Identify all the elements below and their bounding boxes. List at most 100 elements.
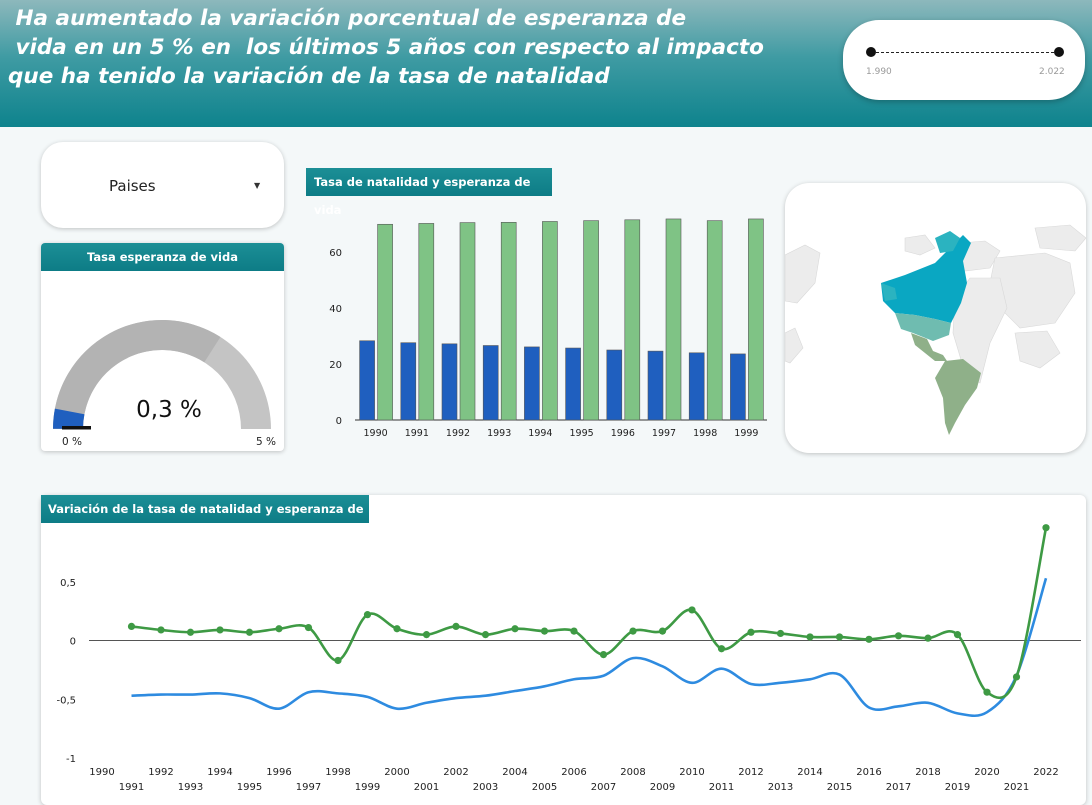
- gauge-value: 0,3 %: [136, 397, 202, 423]
- x-tick-label: 2018: [915, 767, 940, 778]
- line-chart-card: Variación de la tasa de natalidad y espe…: [41, 495, 1086, 805]
- y-tick-label: 0,5: [60, 578, 76, 589]
- bar: [730, 353, 746, 421]
- year-range-slider[interactable]: 1.990 2.022: [843, 20, 1085, 100]
- x-tick-label: 2015: [827, 782, 852, 793]
- gauge-svg: 0,3 % 0 % 5 %: [53, 320, 276, 448]
- x-tick-label: 2006: [561, 767, 586, 778]
- data-point: [304, 623, 313, 632]
- data-point: [245, 628, 254, 636]
- x-tick-label: 2022: [1033, 767, 1058, 778]
- data-point: [924, 634, 932, 642]
- bar: [400, 342, 417, 421]
- bar: [748, 218, 764, 421]
- data-point: [275, 625, 283, 633]
- bar: [688, 352, 705, 421]
- data-point: [658, 627, 667, 635]
- gauge-card: Tasa esperanza de vida 0,3 % 0 % 5 %: [41, 243, 284, 451]
- x-tick-label: 1994: [528, 428, 552, 439]
- data-point: [452, 622, 460, 630]
- bar: [665, 218, 682, 421]
- x-tick-label: 2004: [502, 767, 527, 778]
- data-point: [747, 628, 755, 636]
- data-point: [953, 631, 962, 639]
- country-filter-label: Paises: [109, 177, 156, 195]
- x-tick-label: 1990: [89, 767, 114, 778]
- x-tick-label: 1995: [570, 428, 594, 439]
- bar: [524, 346, 540, 421]
- x-tick-label: 1990: [364, 428, 388, 439]
- data-point: [127, 622, 136, 630]
- x-tick-label: 1998: [693, 428, 717, 439]
- x-tick-label: 2012: [738, 767, 763, 778]
- gauge-baseline: [62, 426, 91, 430]
- gauge-min-label: 0 %: [62, 436, 82, 448]
- data-point: [511, 625, 519, 633]
- x-tick-label: 1999: [734, 428, 758, 439]
- x-tick-label: 2010: [679, 767, 704, 778]
- bar: [565, 347, 581, 421]
- bar-chart: 0 20 40 60 1990 1991 1992 1993 1994 1995 1996 1997 1…: [329, 218, 767, 439]
- x-tick-label: 1992: [446, 428, 470, 439]
- data-point: [157, 626, 165, 634]
- range-start-handle[interactable]: [866, 47, 876, 57]
- data-point: [835, 633, 844, 641]
- data-point: [806, 633, 814, 641]
- line-chart-title: Variación de la tasa de natalidad y espe…: [41, 495, 369, 544]
- bar-chart-title: Tasa de natalidad y esperanza de vida: [306, 168, 552, 217]
- y-tick-label: -1: [66, 754, 76, 765]
- range-min-label: 1.990: [866, 67, 892, 77]
- x-tick-label: 2007: [591, 782, 616, 793]
- data-point: [186, 628, 195, 636]
- x-tick-label: 1996: [611, 428, 635, 439]
- bar: [606, 349, 623, 421]
- headline: Ha aumentado la variación porcentual de …: [8, 6, 764, 89]
- x-tick-label: 2021: [1004, 782, 1029, 793]
- series-line: [131, 527, 1048, 699]
- data-point: [570, 627, 578, 635]
- gauge-max-label: 5 %: [256, 436, 276, 448]
- x-tick-label: 2019: [945, 782, 970, 793]
- x-tick-label: 2009: [650, 782, 675, 793]
- data-point: [481, 631, 490, 639]
- bar: [377, 223, 393, 421]
- y-tick-label: 20: [329, 360, 342, 371]
- data-point: [629, 627, 637, 635]
- x-tick-label: 1993: [487, 428, 511, 439]
- x-tick-label: 2017: [886, 782, 911, 793]
- range-end-handle[interactable]: [1054, 47, 1064, 57]
- world-map[interactable]: [785, 183, 1086, 453]
- bar: [706, 220, 723, 421]
- y-tick-label: 40: [329, 304, 342, 315]
- range-track[interactable]: [871, 52, 1059, 53]
- x-tick-label: 2020: [974, 767, 999, 778]
- data-point: [1042, 524, 1050, 532]
- gauge-fill: [53, 320, 221, 429]
- y-tick-label: 0: [336, 416, 342, 427]
- x-tick-label: 1998: [325, 767, 350, 778]
- series-line: [131, 577, 1048, 718]
- x-tick-label: 1995: [237, 782, 262, 793]
- x-tick-label: 1992: [148, 767, 173, 778]
- x-tick-label: 1994: [207, 767, 232, 778]
- bar: [359, 340, 375, 421]
- caret-down-icon[interactable]: ▼: [254, 181, 261, 190]
- x-tick-label: 1997: [652, 428, 676, 439]
- x-tick-label: 2014: [797, 767, 822, 778]
- data-point: [894, 632, 903, 640]
- bar: [624, 219, 641, 421]
- data-point: [334, 656, 342, 665]
- data-point: [540, 627, 549, 635]
- bar: [500, 222, 517, 421]
- x-tick-label: 1991: [119, 782, 144, 793]
- x-tick-label: 2016: [856, 767, 881, 778]
- gauge-needle: [53, 408, 85, 429]
- bar: [482, 345, 499, 421]
- x-tick-label: 1991: [405, 428, 429, 439]
- country-filter-dropdown[interactable]: Paises ▼: [41, 142, 284, 228]
- x-tick-label: 2011: [709, 782, 734, 793]
- gauge-title: Tasa esperanza de vida: [41, 243, 284, 271]
- bar: [542, 221, 558, 421]
- bar: [583, 220, 599, 421]
- data-point: [1012, 673, 1021, 681]
